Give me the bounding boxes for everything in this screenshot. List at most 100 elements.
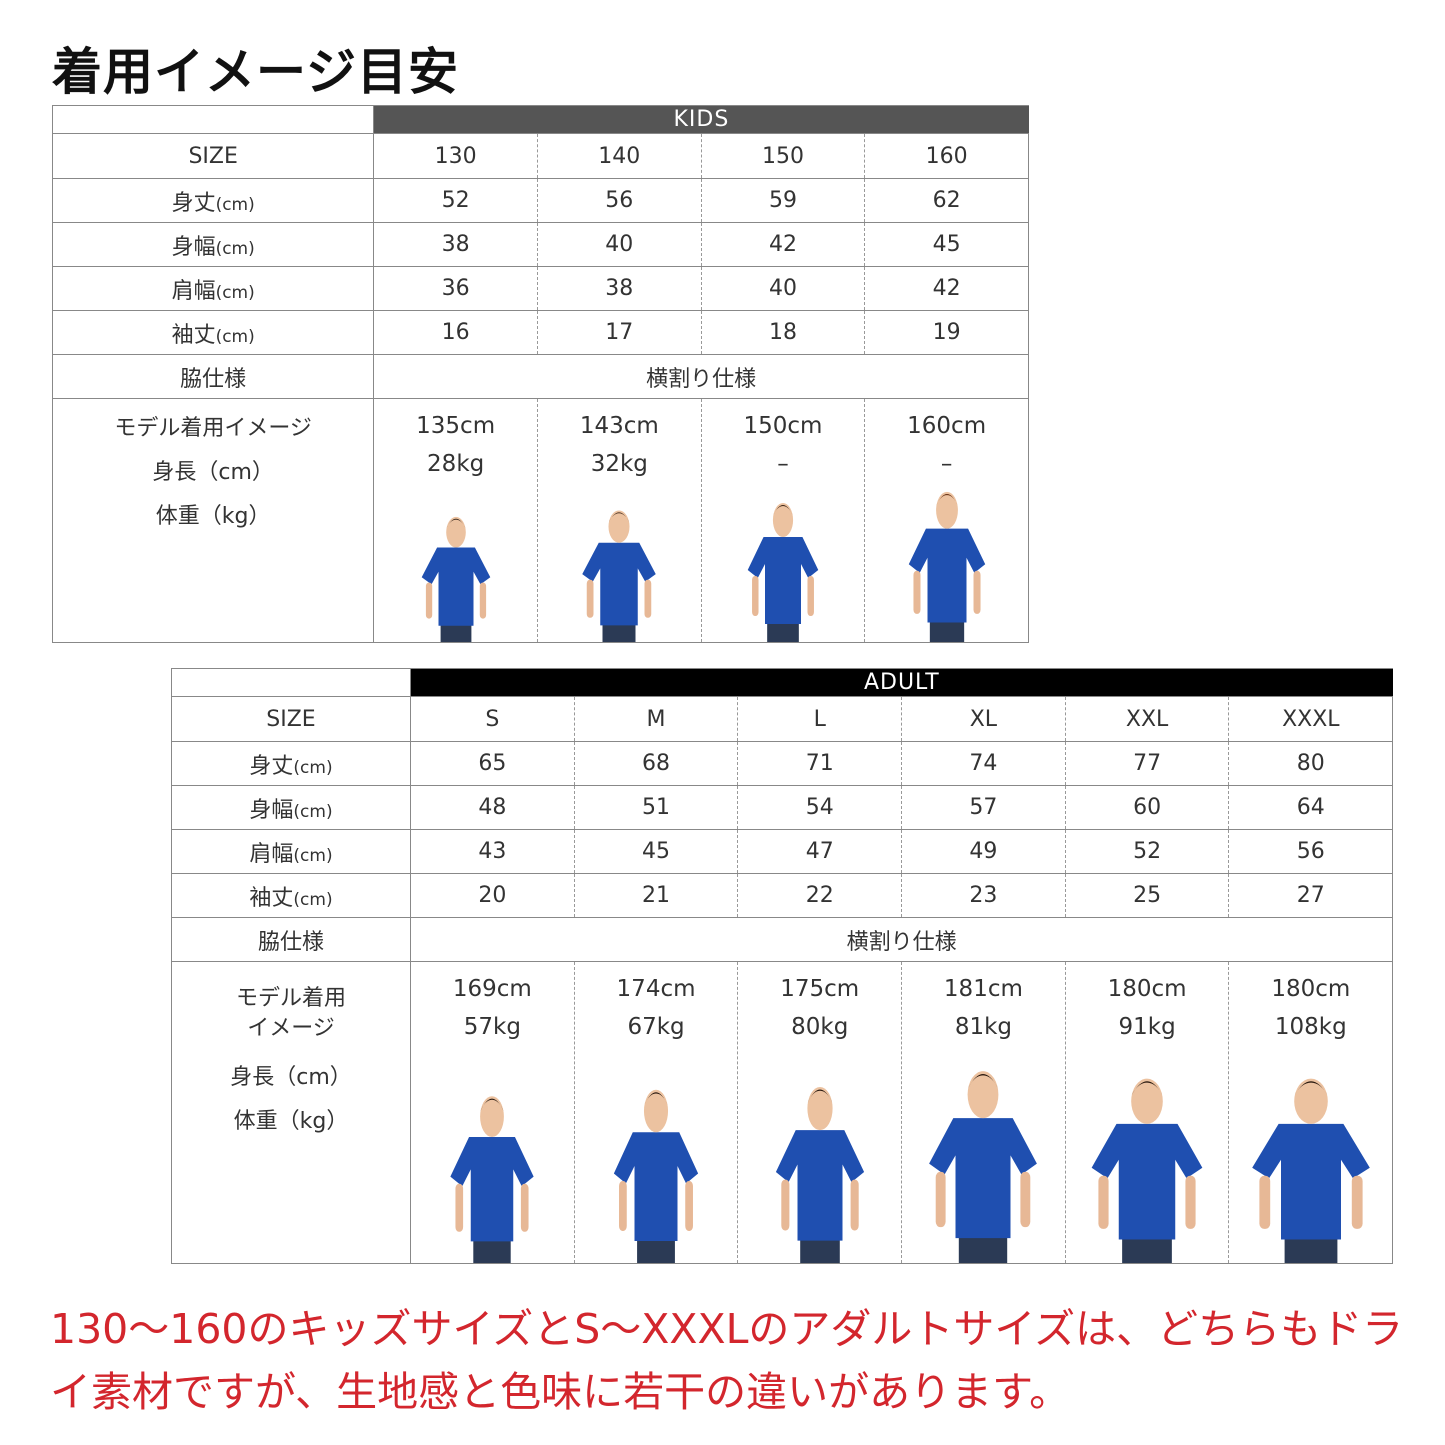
length-value: 74 (901, 741, 1066, 786)
model-height: 169cm (452, 976, 532, 1002)
model-shirt (1091, 1123, 1203, 1240)
side-value: 横割り仕様 (410, 917, 1394, 962)
model-cell: 150cm – (700, 398, 865, 643)
size-header: 160 (864, 133, 1029, 179)
shoulder-value: 45 (573, 829, 738, 874)
model-shirt (775, 1129, 864, 1241)
model-weight: 108kg (1274, 1014, 1347, 1040)
width-value: 54 (737, 785, 902, 830)
model-height: 180cm (1107, 976, 1187, 1002)
length-value: 59 (700, 178, 865, 223)
model-cell: 169cm 57kg (410, 961, 575, 1264)
sleeve-value: 21 (573, 873, 738, 918)
model-shirt (582, 542, 657, 625)
sleeve-value: 20 (410, 873, 575, 918)
sleeve-value: 22 (737, 873, 902, 918)
shoulder-value: 56 (1228, 829, 1394, 874)
model-head (445, 516, 466, 548)
model-cell: 135cm 28kg (373, 398, 538, 643)
model-head (935, 491, 958, 529)
size-header: 150 (700, 133, 865, 179)
model-head (608, 509, 630, 543)
model-weight: – (940, 451, 953, 477)
model-label: モデル着用 (235, 986, 346, 1011)
shoulder-label: 肩幅(cm) (171, 829, 411, 874)
model-head (772, 503, 794, 537)
material-note: 130〜160のキッズサイズとS〜XXXLのアダルトサイズは、どちらもドライ素材… (50, 1305, 1404, 1416)
width-value: 45 (864, 222, 1029, 267)
model-shirt (613, 1131, 699, 1241)
sleeve-value: 16 (373, 310, 538, 355)
sleeve-label: 袖丈(cm) (171, 873, 411, 918)
model-height: 150cm (743, 413, 823, 439)
length-value: 62 (864, 178, 1029, 223)
width-value: 51 (573, 785, 738, 830)
shoulder-value: 42 (864, 266, 1029, 311)
adult-size-table: ADULT SIZE S M L XL XXL XXXL 身丈(cm) 65 68 71 74 77 80 身… (171, 668, 1394, 1264)
model-weight: 67kg (627, 1014, 685, 1040)
side-label: 脇仕様 (171, 917, 411, 962)
model-jeans (440, 622, 472, 642)
model-height: 160cm (907, 413, 987, 439)
size-header: 140 (536, 133, 702, 179)
model-photo (908, 491, 985, 642)
size-label: SIZE (171, 696, 411, 742)
size-header: M (573, 696, 738, 742)
model-cell: 180cm 91kg (1064, 961, 1229, 1264)
model-photo (582, 509, 657, 642)
model-shirt (1251, 1123, 1370, 1240)
model-photo (1251, 1078, 1370, 1263)
model-jeans (767, 620, 799, 642)
model-weight: 57kg (463, 1014, 521, 1040)
model-photo (421, 516, 490, 642)
model-head (968, 1071, 999, 1119)
model-height: 143cm (579, 413, 659, 439)
shoulder-value: 47 (737, 829, 902, 874)
model-jeans (602, 621, 636, 642)
width-value: 38 (373, 222, 538, 267)
shoulder-value: 49 (901, 829, 1066, 874)
sleeve-value: 18 (700, 310, 865, 355)
shoulder-value: 43 (410, 829, 575, 874)
model-weight: 32kg (590, 451, 648, 477)
size-header: XXXL (1228, 696, 1394, 742)
length-value: 65 (410, 741, 575, 786)
model-cell: 180cm 108kg (1228, 961, 1394, 1264)
model-weight: 81kg (954, 1014, 1012, 1040)
sleeve-label: 袖丈(cm) (51, 310, 375, 355)
model-head (643, 1089, 669, 1132)
kids-size-table: KIDS SIZE 130 140 150 160 身丈(cm) 52 56 59 62 身幅(cm)… (51, 105, 1029, 643)
width-value: 60 (1064, 785, 1229, 830)
shoulder-value: 38 (536, 266, 702, 311)
length-value: 68 (573, 741, 738, 786)
weight-label: 体重（kg） (155, 504, 271, 529)
sleeve-value: 27 (1228, 873, 1394, 918)
model-photo (775, 1086, 864, 1263)
model-label: モデル着用イメージ (114, 416, 312, 441)
side-label: 脇仕様 (51, 354, 375, 399)
size-header: S (410, 696, 575, 742)
model-shirt (421, 547, 490, 626)
model-head (1293, 1078, 1328, 1124)
length-value: 56 (536, 178, 702, 223)
length-value: 52 (373, 178, 538, 223)
model-weight: 91kg (1118, 1014, 1176, 1040)
shoulder-label: 肩幅(cm) (51, 266, 375, 311)
model-weight: 28kg (427, 451, 485, 477)
model-shirt (747, 537, 819, 624)
model-head (480, 1096, 505, 1137)
width-label: 身幅(cm) (51, 222, 375, 267)
width-value: 57 (901, 785, 1066, 830)
model-cell: 174cm 67kg (573, 961, 738, 1264)
size-header: L (737, 696, 902, 742)
width-value: 64 (1228, 785, 1394, 830)
model-cell: 160cm – (864, 398, 1029, 643)
size-header: XXL (1064, 696, 1229, 742)
model-height: 180cm (1271, 976, 1351, 1002)
height-label: 身長（cm） (230, 1065, 352, 1090)
width-value: 42 (700, 222, 865, 267)
shoulder-value: 40 (700, 266, 865, 311)
model-head (807, 1086, 833, 1130)
model-photo (929, 1071, 1038, 1263)
shoulder-value: 52 (1064, 829, 1229, 874)
